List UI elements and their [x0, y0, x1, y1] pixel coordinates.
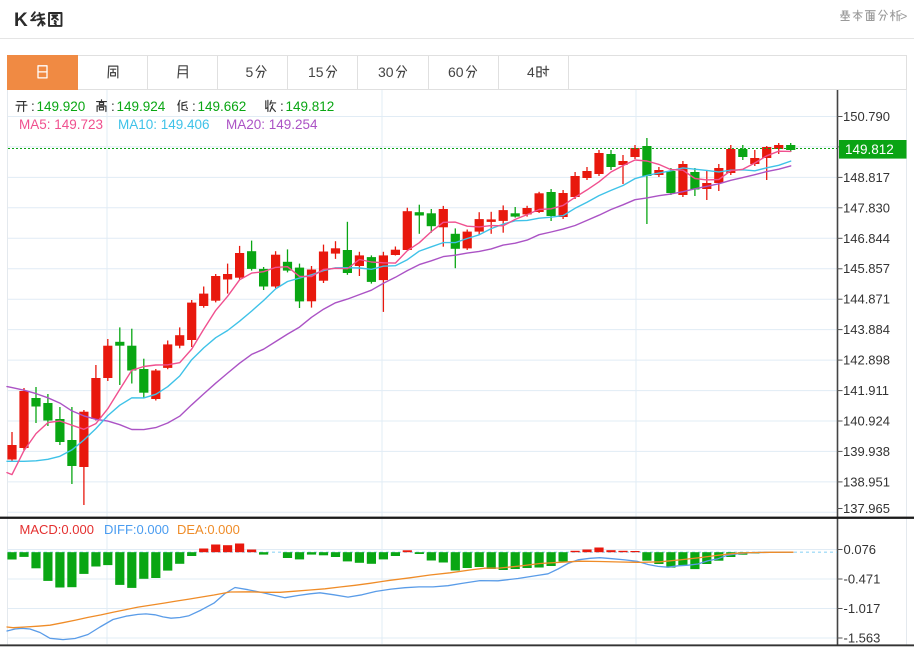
svg-text::149.920:149.924:149.662:149.8: :149.920:149.924:149.662:149.812 — [31, 99, 334, 114]
svg-text:138.951: 138.951 — [843, 474, 890, 489]
svg-text:-0.471: -0.471 — [844, 572, 881, 587]
svg-text:149.812: 149.812 — [845, 142, 894, 157]
svg-text:140.924: 140.924 — [843, 414, 890, 429]
svg-text:-1.017: -1.017 — [844, 601, 881, 616]
svg-text:DEA:0.000: DEA:0.000 — [177, 522, 240, 537]
svg-text:144.871: 144.871 — [843, 292, 890, 307]
svg-text:MACD:0.000: MACD:0.000 — [20, 522, 94, 537]
svg-text:142.898: 142.898 — [843, 353, 890, 368]
svg-text:139.938: 139.938 — [843, 444, 890, 459]
svg-text:-1.563: -1.563 — [844, 631, 881, 646]
svg-text:148.817: 148.817 — [843, 170, 890, 185]
svg-text:145.857: 145.857 — [843, 261, 890, 276]
svg-text:141.911: 141.911 — [843, 383, 889, 398]
svg-text:137.965: 137.965 — [843, 501, 890, 516]
svg-text:146.844: 146.844 — [843, 231, 890, 246]
svg-text:K: K — [14, 10, 28, 31]
svg-text:150.790: 150.790 — [843, 109, 890, 124]
svg-text:>: > — [900, 10, 907, 24]
svg-text:147.830: 147.830 — [843, 200, 890, 215]
svg-text:0.076: 0.076 — [844, 542, 877, 557]
svg-text:DIFF:0.000: DIFF:0.000 — [104, 522, 169, 537]
svg-text:143.884: 143.884 — [843, 322, 890, 337]
